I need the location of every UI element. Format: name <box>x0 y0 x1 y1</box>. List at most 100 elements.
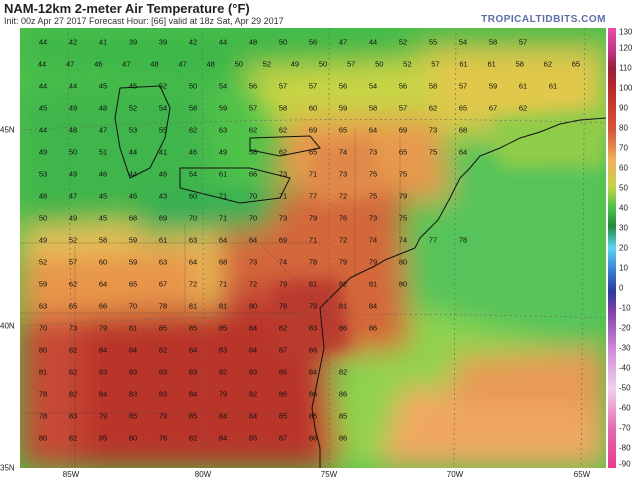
temperature-value: 83 <box>128 367 138 377</box>
temperature-value: 71 <box>218 279 228 289</box>
temperature-value: 49 <box>68 103 78 113</box>
temperature-value: 47 <box>65 59 75 69</box>
temperature-value: 62 <box>188 125 198 135</box>
temperature-value: 76 <box>158 433 168 443</box>
colorbar-tick-label: 120 <box>619 43 633 53</box>
temperature-value: 56 <box>308 37 318 47</box>
temperature-value: 52 <box>68 235 78 245</box>
temperature-value: 82 <box>338 367 348 377</box>
temperature-value: 57 <box>248 103 258 113</box>
colorbar-tick-label: -80 <box>619 443 631 453</box>
temperature-value: 83 <box>218 345 228 355</box>
colorbar-tick-label: -90 <box>619 459 631 469</box>
temperature-value: 73 <box>248 257 258 267</box>
temperature-map: 44 42 41 39 39 42 44 48 50 56 47 44 52 55 54 58 57 44 47 46… <box>20 28 606 468</box>
temperature-value: 42 <box>68 37 78 47</box>
temperature-value: 82 <box>68 389 78 399</box>
temperature-value: 75 <box>368 191 378 201</box>
temperature-value: 58 <box>368 103 378 113</box>
temperature-value: 42 <box>188 37 198 47</box>
temperature-value: 86 <box>308 345 318 355</box>
temperature-value: 47 <box>68 191 78 201</box>
temperature-value: 64 <box>98 279 108 289</box>
temperature-value: 70 <box>38 323 48 333</box>
temperature-value: 85 <box>338 411 348 421</box>
map-title: NAM-12km 2-meter Air Temperature (°F) <box>4 1 250 16</box>
temperature-value: 63 <box>218 125 228 135</box>
coastline <box>319 117 606 309</box>
temperature-value: 52 <box>398 37 408 47</box>
temperature-value: 44 <box>38 37 48 47</box>
temperature-value: 82 <box>158 345 168 355</box>
latitude-label: 45N <box>0 125 15 135</box>
temperature-value: 64 <box>188 257 198 267</box>
colorbar-tick-label: -50 <box>619 383 631 393</box>
temperature-value: 41 <box>158 147 168 157</box>
temperature-value: 85 <box>158 323 168 333</box>
temperature-value: 82 <box>248 389 258 399</box>
temperature-value: 63 <box>158 257 168 267</box>
temperature-value: 79 <box>368 257 378 267</box>
temperature-value: 54 <box>188 169 198 179</box>
temperature-value: 49 <box>68 213 78 223</box>
latitude-label: 40N <box>0 321 15 331</box>
temperature-value: 75 <box>398 213 408 223</box>
temperature-value: 79 <box>98 411 108 421</box>
temperature-value: 64 <box>248 235 258 245</box>
header: NAM-12km 2-meter Air Temperature (°F) In… <box>0 0 640 28</box>
temperature-value: 48 <box>150 59 159 69</box>
temperature-value: 64 <box>218 235 228 245</box>
temperature-value: 75 <box>398 169 408 179</box>
colorbar-tick-label: -30 <box>619 343 631 353</box>
colorbar-tick-label: -10 <box>619 303 631 313</box>
temperature-value: 80 <box>38 345 48 355</box>
longitude-label: 85W <box>62 470 80 479</box>
temperature-value: 44 <box>368 37 378 47</box>
temperature-value: 68 <box>128 213 138 223</box>
temperature-value: 74 <box>338 147 348 157</box>
temperature-value: 79 <box>158 411 168 421</box>
temperature-value: 50 <box>38 213 48 223</box>
temperature-value: 62 <box>68 279 78 289</box>
colorbar-tick-label: 50 <box>619 183 628 193</box>
temperature-value: 84 <box>188 389 198 399</box>
temperature-value: 74 <box>368 235 378 245</box>
temperature-value: 72 <box>188 279 198 289</box>
temperature-value: 47 <box>178 59 187 69</box>
temperature-value: 57 <box>398 103 408 113</box>
temperature-value: 58 <box>278 103 288 113</box>
temperature-value: 84 <box>308 367 318 377</box>
temperature-value: 79 <box>398 191 408 201</box>
temperature-value: 68 <box>458 125 468 135</box>
temperature-value: 49 <box>290 59 300 69</box>
temperature-value: 65 <box>308 147 318 157</box>
temperature-value: 83 <box>158 367 168 377</box>
temperature-value: 57 <box>458 81 468 91</box>
temperature-value: 84 <box>98 389 108 399</box>
temperature-value: 79 <box>308 213 318 223</box>
temperature-value: 79 <box>98 323 108 333</box>
temperature-value: 60 <box>308 103 318 113</box>
temperature-value: 82 <box>218 367 228 377</box>
temperature-value: 84 <box>248 411 258 421</box>
temperature-value: 82 <box>338 279 348 289</box>
lat-lon-grid <box>20 28 606 468</box>
temperature-value: 56 <box>338 81 348 91</box>
temperature-value: 64 <box>368 125 378 135</box>
colorbar-tick-label: 20 <box>619 243 628 253</box>
temperature-value: 44 <box>38 125 48 135</box>
colorbar-tick-label: 10 <box>619 263 628 273</box>
temperature-value: 73 <box>368 213 378 223</box>
temperature-value: 65 <box>571 59 581 69</box>
longitude-label: 70W <box>446 470 464 479</box>
temperature-value: 79 <box>338 257 348 267</box>
temperature-value: 59 <box>218 103 228 113</box>
temperature-value: 58 <box>488 37 498 47</box>
temperature-value: 71 <box>278 191 288 201</box>
temperature-value: 58 <box>188 103 198 113</box>
temperature-value: 54 <box>158 103 168 113</box>
temperature-value: 65 <box>458 103 468 113</box>
colorbar-tick-label: 130 <box>619 27 633 37</box>
temperature-value: 57 <box>308 81 318 91</box>
temperature-value: 58 <box>515 59 524 69</box>
